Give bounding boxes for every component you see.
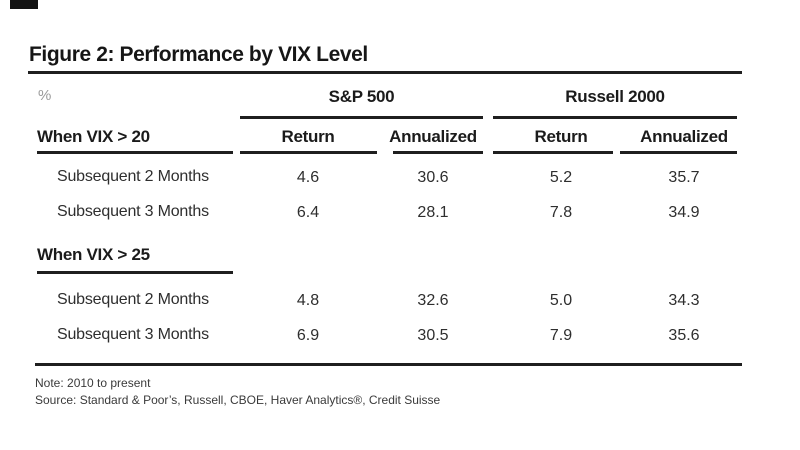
column-header-ru-return: Return [534,127,588,146]
cell-sp-return: 4.8 [296,292,320,309]
header-underline-label-col [37,151,233,154]
note-text: Note: 2010 to present [35,376,151,390]
column-header-ru-annualized: Annualized [640,127,728,146]
scan-artifact-mark [10,0,38,9]
cell-ru-annualized: 34.3 [668,292,700,309]
group-header-sp500: S&P 500 [328,87,395,106]
cell-ru-return: 7.9 [549,327,573,344]
cell-ru-return: 5.0 [549,292,573,309]
cell-sp-annualized: 30.5 [417,327,449,344]
cell-ru-annualized: 35.6 [668,327,700,344]
russell2000-group-underline [493,116,737,119]
row-label: Subsequent 3 Months [57,326,209,343]
source-text: Source: Standard & Poor’s, Russell, CBOE… [35,393,441,407]
unit-label: % [38,87,52,104]
cell-ru-return: 7.8 [549,204,573,221]
table-bottom-border [35,363,742,366]
row-label: Subsequent 2 Months [57,291,209,308]
figure-title: Figure 2: Performance by VIX Level [29,43,368,66]
sp500-group-underline [240,116,483,119]
section-vix25-underline [37,271,233,274]
header-underline-sp-annualized [393,151,483,154]
section-header-vix25: When VIX > 25 [37,245,150,264]
header-underline-ru-return [493,151,613,154]
section-header-vix20: When VIX > 20 [37,127,150,146]
column-header-sp-return: Return [281,127,335,146]
cell-ru-annualized: 35.7 [668,169,700,186]
cell-sp-annualized: 30.6 [417,169,449,186]
cell-ru-annualized: 34.9 [668,204,700,221]
cell-sp-return: 6.9 [296,327,320,344]
group-header-russell2000: Russell 2000 [565,87,665,106]
cell-sp-annualized: 28.1 [417,204,449,221]
cell-ru-return: 5.2 [549,169,573,186]
row-label: Subsequent 2 Months [57,168,209,185]
cell-sp-annualized: 32.6 [417,292,449,309]
cell-sp-return: 4.6 [296,169,320,186]
column-header-sp-annualized: Annualized [389,127,477,146]
header-underline-ru-annualized [620,151,737,154]
header-underline-sp-return [240,151,377,154]
title-underline [28,71,742,74]
row-label: Subsequent 3 Months [57,203,209,220]
cell-sp-return: 6.4 [296,204,320,221]
